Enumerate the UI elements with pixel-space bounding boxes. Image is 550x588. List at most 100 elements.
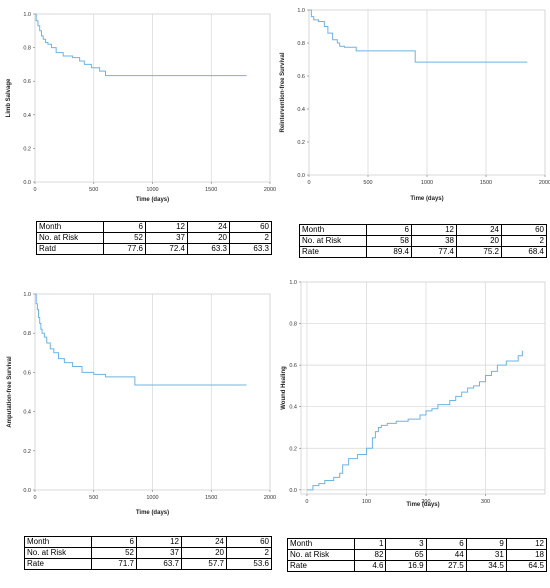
table-cell: 12 [411,224,457,236]
amputation-free-panel: 0 500 1000 1500 2000 0.0 0.2 0.4 0.6 0.8 1.0 Time (… [0,278,276,588]
table-cell: 68.4 [501,246,547,258]
table-cell: 52 [103,232,146,244]
reintervention-free-x-axis-label: Time (days) [410,196,443,202]
amputation-free-risk-table: Month 6 12 24 60 No. at Risk 52 37 20 2 Rate 71.7 63… [24,536,272,570]
table-cell: 6 [425,538,467,550]
amputation-free-y-tick-label: 0.2 [23,449,31,455]
reintervention-free-y-tick-label: 0.0 [297,173,305,179]
table-cell: 6 [91,536,137,548]
table-cell: 2 [226,547,272,559]
table-cell: 9 [465,538,507,550]
table-cell: 63.7 [136,558,182,570]
amputation-free-y-tick-label: 0.0 [23,488,31,494]
table-cell: 65 [385,549,427,561]
table-row-label: Month [24,536,92,548]
reintervention-free-y-tick-label: 0.2 [297,140,305,146]
table-cell: 57.7 [181,558,227,570]
limb-salvage-y-tick-label: 0.0 [23,180,31,186]
reintervention-free-x-tick-label: 0 [307,180,310,186]
wound-healing-panel: 0 100 200 300 0.0 0.2 0.4 0.6 0.8 1.0 Time (days) W… [275,270,550,588]
wound-healing-plot-frame [300,281,546,495]
table-row-label: No. at Risk [36,232,104,244]
table-cell: 58 [366,235,412,247]
limb-salvage-chart: 0 500 1000 1500 2000 0.0 0.2 0.4 0.6 0.8 1.0 Time (… [6,12,276,203]
reintervention-free-y-axis-label: Reintervention-free Survival [280,52,286,132]
limb-salvage-y-tick-label: 0.4 [23,113,31,119]
amputation-free-y-tick-label: 1.0 [23,292,31,298]
table-cell: 3 [385,538,427,550]
limb-salvage-risk-table: Month 6 12 24 60 No. at Risk 52 37 20 2 Ratd 77.6 72… [36,221,272,255]
reintervention-free-chart: 0 500 1000 1500 2000 0.0 0.2 0.4 0.6 0.8 1.0 Time (… [280,8,550,202]
reintervention-free-y-tick-label: 0.6 [297,74,305,80]
table-cell: 60 [501,224,547,236]
reintervention-free-panel: 0 500 1000 1500 2000 0.0 0.2 0.4 0.6 0.8 1.0 Time (… [275,0,550,270]
table-cell: 71.7 [91,558,137,570]
table-row-label: Rate [299,246,367,258]
table-cell: 38 [411,235,457,247]
table-row: No. at Risk 52 37 20 2 [36,232,272,244]
table-cell: 4.6 [353,560,387,572]
table-cell: 6 [103,221,146,233]
wound-healing-x-tick-label: 0 [305,499,308,505]
limb-salvage-step-curve [35,13,247,77]
table-cell: 44 [425,549,467,561]
table-cell: 24 [187,221,230,233]
table-row: Rate 71.7 63.7 57.7 53.6 [24,558,272,570]
table-row: No. at Risk 58 38 20 2 [299,235,547,247]
reintervention-free-y-tick-label: 0.8 [297,41,305,47]
table-cell: 75.2 [456,246,502,258]
limb-salvage-x-axis-label: Time (days) [136,197,169,203]
table-row-label: Month [287,538,355,550]
limb-salvage-y-tick-label: 0.6 [23,79,31,85]
table-row-label: Month [299,224,367,236]
limb-salvage-x-tick-label: 2000 [264,187,276,193]
table-row-label: No. at Risk [24,547,92,559]
table-row: Rate 89.4 77.4 75.2 68.4 [299,246,547,258]
amputation-free-x-tick-label: 1000 [146,495,158,501]
amputation-free-x-tick-label: 500 [89,495,98,501]
amputation-free-x-tick-label: 0 [33,495,36,501]
wound-healing-x-axis-label: Time (days) [406,502,439,508]
table-cell: 64.5 [505,560,548,572]
wound-healing-y-tick-label: 0.6 [289,363,297,369]
reintervention-free-x-tick-label: 2000 [539,180,550,186]
table-cell: 18 [505,549,548,561]
table-cell: 77.6 [103,243,146,255]
wound-healing-y-tick-label: 1.0 [289,280,297,286]
limb-salvage-x-tick-label: 500 [89,187,98,193]
reintervention-free-risk-table: Month 6 12 24 60 No. at Risk 58 38 20 2 Rate 89.4 77… [299,224,547,258]
limb-salvage-x-tick-label: 0 [33,187,36,193]
wound-healing-x-tick-label: 100 [362,499,371,505]
table-row: No. at Risk 52 37 20 2 [24,547,272,559]
amputation-free-step-curve [35,293,247,386]
table-cell: 60 [226,536,272,548]
wound-healing-step-curve [306,350,523,491]
amputation-free-y-tick-label: 0.4 [23,410,31,416]
wound-healing-x-tick-label: 200 [421,499,430,505]
wound-healing-chart: 0 100 200 300 0.0 0.2 0.4 0.6 0.8 1.0 Time (days) W… [281,280,546,508]
table-cell: 16.9 [385,560,427,572]
table-cell: 63.3 [229,243,272,255]
limb-salvage-y-axis-label: Limb Salvage [6,78,12,117]
table-cell: 82 [353,549,387,561]
table-row-label: Month [36,221,104,233]
wound-healing-y-tick-label: 0.0 [289,488,297,494]
wound-healing-risk-table: Month 1 3 6 9 12 No. at Risk 82 65 44 31 18 Rate 4.6 1… [287,538,548,572]
table-cell: 12 [145,221,188,233]
table-cell: 63.3 [187,243,230,255]
table-cell: 89.4 [366,246,412,258]
table-cell: 2 [229,232,272,244]
amputation-free-y-tick-label: 0.8 [23,331,31,337]
table-cell: 1 [353,538,387,550]
table-cell: 37 [136,547,182,559]
table-row-label: Rate [287,560,355,572]
table-cell: 20 [456,235,502,247]
table-cell: 77.4 [411,246,457,258]
table-cell: 53.6 [226,558,272,570]
limb-salvage-x-tick-label: 1500 [205,187,217,193]
limb-salvage-y-tick-label: 0.2 [23,146,31,152]
table-row-label: No. at Risk [299,235,367,247]
table-cell: 12 [136,536,182,548]
table-cell: 2 [501,235,547,247]
wound-healing-y-tick-label: 0.4 [289,405,297,411]
